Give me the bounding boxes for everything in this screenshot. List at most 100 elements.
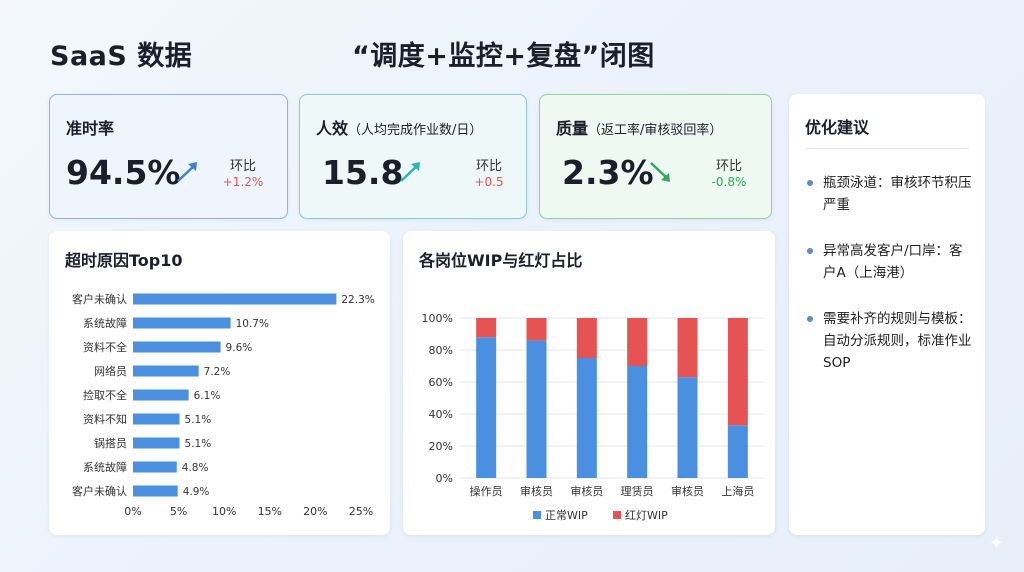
kpi-compare-label: 环比	[475, 159, 502, 174]
bullet-icon	[807, 316, 813, 322]
kpi-compare-value: +1.2%	[222, 175, 264, 189]
kpi-label-text: 质量	[556, 119, 589, 138]
kpi-value: 15.8	[322, 153, 404, 192]
y-tick-label: 60%	[429, 376, 453, 389]
y-tick-label: 80%	[429, 344, 453, 357]
bar	[133, 317, 231, 329]
category-label: 系统故障	[83, 316, 127, 330]
category-label: 客户未确认	[72, 484, 127, 498]
advice-list: 瓶颈泳道：审核环节积压严重 异常高发客户/口岸：客户A（上海港） 需要补齐的规则…	[803, 172, 975, 398]
bar	[133, 413, 180, 425]
category-label: 系统故障	[83, 460, 127, 474]
stacked-bar-segment	[627, 318, 648, 366]
kpi-compare-value: +0.5	[474, 175, 504, 189]
kpi-label: 质量（返工率/审核驳回率）	[556, 115, 722, 139]
data-label: 5.1%	[185, 414, 212, 426]
chart-title: 各岗位WIP与红灯占比	[419, 251, 583, 270]
advice-text: 瓶颈泳道：审核环节积压严重	[823, 175, 972, 213]
x-tick-label: 操作员	[470, 484, 503, 498]
stacked-bar-segment	[677, 318, 698, 378]
category-label: 资料不全	[83, 340, 127, 354]
bar	[133, 365, 199, 377]
advice-item: 瓶颈泳道：审核环节积压严重	[803, 172, 975, 216]
sparkle-icon: ✦	[988, 533, 1004, 554]
timeout-reasons-panel: 超时原因Top10 客户未确认 22.3% 系统故障 10.7% 资料不全 9.6% 网络员…	[49, 231, 390, 535]
legend-label: 正常WIP	[545, 509, 588, 522]
data-label: 4.9%	[183, 486, 210, 498]
data-label: 6.1%	[194, 390, 221, 402]
kpi-label: 人效（人均完成作业数/日）	[316, 115, 482, 139]
advice-item: 异常高发客户/口岸：客户A（上海港）	[803, 240, 975, 284]
advice-title: 优化建议	[805, 118, 870, 137]
kpi-card-quality: 质量（返工率/审核驳回率） 2.3% 环比 -0.8%	[539, 94, 772, 219]
kpi-compare-label: 环比	[229, 159, 256, 174]
legend-swatch	[533, 511, 541, 519]
chart-title: 超时原因Top10	[65, 251, 183, 270]
page-title-right: “调度+监控+复盘”闭图	[352, 41, 655, 72]
advice-text: 异常高发客户/口岸：客户A（上海港）	[823, 243, 963, 281]
kpi-sublabel: （人均完成作业数/日）	[348, 123, 483, 138]
bullet-icon	[807, 248, 813, 254]
x-tick-label: 0%	[124, 505, 141, 518]
kpi-card-ontime-rate: 准时率 94.5% 环比 +1.2%	[49, 94, 288, 219]
data-label: 9.6%	[226, 342, 253, 354]
data-label: 22.3%	[341, 294, 374, 306]
stacked-bar-segment	[476, 337, 497, 478]
divider	[805, 148, 969, 149]
category-label: 锅搭员	[94, 437, 127, 450]
bar	[133, 389, 189, 401]
x-tick-label: 上海员	[721, 484, 754, 498]
bar	[133, 485, 178, 497]
advice-item: 需要补齐的规则与模板：自动分派规则，标准作业SOP	[803, 308, 975, 374]
x-tick-label: 理赁员	[621, 484, 654, 498]
kpi-label: 准时率	[66, 115, 114, 139]
x-tick-label: 审核员	[671, 484, 704, 498]
y-tick-label: 0%	[436, 472, 453, 485]
data-label: 7.2%	[204, 366, 231, 378]
bar	[133, 461, 177, 473]
timeout-reasons-chart: 客户未确认 22.3% 系统故障 10.7% 资料不全 9.6% 网络员 7.2% 捡取不全 6.…	[72, 292, 375, 518]
trend-up-icon	[400, 162, 420, 182]
bullet-icon	[807, 180, 813, 186]
stacked-bar-segment	[576, 358, 597, 478]
kpi-card-efficiency: 人效（人均完成作业数/日） 15.8 环比 +0.5	[299, 94, 527, 219]
stacked-bar-segment	[677, 377, 698, 478]
category-label: 资料不知	[83, 412, 127, 426]
x-tick-label: 10%	[212, 505, 236, 518]
stacked-bar-segment	[627, 366, 648, 478]
category-label: 捡取不全	[83, 388, 127, 402]
stacked-bar-segment	[526, 340, 547, 478]
optimization-advice-panel: 优化建议 瓶颈泳道：审核环节积压严重 异常高发客户/口岸：客户A（上海港） 需要…	[789, 94, 985, 535]
x-tick-label: 15%	[258, 505, 282, 518]
trend-up-icon	[177, 162, 197, 182]
kpi-value: 94.5%	[66, 153, 181, 192]
legend-label: 红灯WIP	[625, 509, 668, 522]
trend-down-icon	[650, 162, 670, 182]
data-label: 5.1%	[185, 438, 212, 450]
x-tick-label: 25%	[349, 505, 373, 518]
advice-text: 需要补齐的规则与模板：自动分派规则，标准作业SOP	[823, 311, 972, 371]
bar	[133, 293, 337, 305]
data-label: 10.7%	[236, 318, 269, 330]
bar	[133, 437, 180, 449]
stacked-bar-segment	[576, 318, 597, 358]
stacked-bar-segment	[727, 425, 748, 478]
bar	[133, 341, 221, 353]
page-title-left: SaaS 数据	[50, 41, 193, 72]
y-tick-label: 40%	[429, 408, 453, 421]
wip-stacked-chart: 0% 20% 40% 60% 80% 100% 操作员 审核员 审核员 理赁员 审核员 上海员正常WI…	[422, 312, 763, 522]
kpi-compare-label: 环比	[715, 159, 742, 174]
x-tick-label: 审核员	[520, 484, 553, 498]
stacked-bar-segment	[476, 318, 497, 338]
data-label: 4.8%	[182, 462, 209, 474]
y-tick-label: 100%	[422, 312, 453, 325]
kpi-label-text: 准时率	[66, 119, 115, 138]
kpi-label-text: 人效	[316, 119, 349, 138]
x-tick-label: 20%	[303, 505, 327, 518]
legend-swatch	[613, 511, 621, 519]
kpi-sublabel: （返工率/审核驳回率）	[588, 123, 723, 138]
category-label: 客户未确认	[72, 292, 127, 306]
stacked-bar-segment	[526, 318, 547, 341]
kpi-value: 2.3%	[562, 153, 654, 192]
y-tick-label: 20%	[429, 440, 453, 453]
